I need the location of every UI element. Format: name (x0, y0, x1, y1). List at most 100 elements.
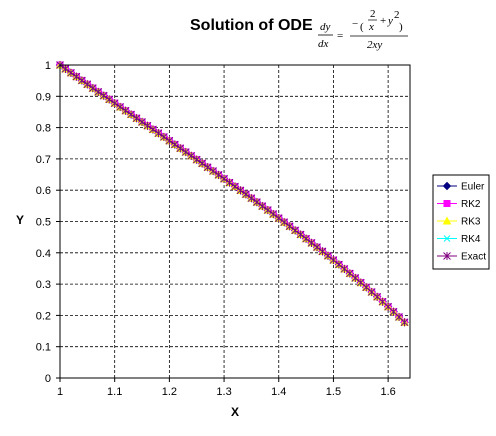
data-point-exact (209, 167, 217, 176)
legend: Euler RK2 RK3 RK4 Exact (432, 174, 490, 270)
equation-equals: = (337, 30, 343, 42)
equation-inner-numerator: 2 (370, 8, 376, 20)
data-point-exact (110, 99, 119, 108)
legend-marker (442, 216, 452, 225)
data-point-exact (318, 247, 327, 256)
data-point-exact (72, 72, 81, 81)
data-point-exact (335, 260, 343, 269)
data-point-exact (231, 182, 239, 191)
equation-exponent: 2 (394, 9, 400, 21)
y-tick-label: 0.8 (36, 123, 51, 135)
data-point-exact (160, 132, 168, 141)
legend-marker (442, 181, 452, 191)
data-point-exact (165, 136, 174, 145)
data-point-exact (121, 106, 130, 115)
legend-label: Euler (461, 182, 485, 193)
data-point-exact (149, 125, 157, 134)
data-point-exact (236, 186, 245, 195)
data-point-exact (247, 194, 256, 203)
equation-plus: + (380, 15, 386, 27)
series-layer (55, 60, 409, 327)
data-point-exact (345, 269, 354, 278)
equation-lhs-numerator: dy (320, 21, 331, 33)
equation-y: y (387, 15, 393, 27)
y-tick-label: 0.6 (36, 185, 51, 197)
data-point-exact (127, 110, 135, 119)
data-point-exact (225, 178, 234, 187)
x-tick-label: 1.1 (107, 386, 122, 398)
x-tick-label: 1.4 (271, 386, 286, 398)
y-tick-label: 0.9 (36, 91, 51, 103)
data-point-exact (176, 144, 185, 153)
data-point-exact (61, 64, 70, 73)
x-tick-label: 1 (57, 386, 63, 398)
data-point-exact (340, 264, 349, 273)
legend-label: RK2 (461, 199, 481, 210)
x-tick-labels: 1 1.1 1.2 1.3 1.4 1.5 1.6 (57, 386, 396, 398)
x-tick-label: 1.5 (326, 386, 341, 398)
equation-minus: − (352, 18, 358, 30)
y-tick-label: 0.7 (36, 154, 51, 166)
data-point-exact (198, 159, 207, 168)
data-point-exact (313, 243, 321, 252)
data-point-exact (67, 68, 75, 77)
x-tick-label: 1.2 (162, 386, 177, 398)
legend-marker (443, 235, 451, 242)
data-point-exact (274, 214, 283, 223)
data-point-exact (132, 114, 141, 123)
equation-lhs-denominator: dx (318, 38, 329, 50)
legend-label: RK3 (461, 217, 481, 228)
y-tick-label: 1 (45, 60, 51, 72)
data-point-exact (307, 238, 316, 247)
legend-label: Exact (461, 252, 486, 263)
data-point-exact (138, 117, 146, 126)
data-point-exact (280, 218, 289, 227)
data-point-exact (170, 140, 179, 149)
legend-entry-euler: Euler (437, 182, 485, 193)
data-point-exact (203, 163, 212, 172)
plot-border (59, 64, 411, 379)
equation-inner-denominator: x (368, 21, 374, 33)
y-tick-label: 0.1 (36, 342, 51, 354)
legend-entry-rk4: RK4 (437, 234, 481, 245)
data-point-exact (258, 202, 267, 211)
legend-box (432, 174, 490, 270)
data-point-exact (302, 234, 310, 243)
series-exact (56, 61, 409, 327)
equation-right-paren: ) (399, 21, 403, 33)
data-point-exact (192, 155, 201, 164)
data-point-exact (362, 283, 371, 292)
data-point-exact (88, 84, 97, 93)
equation-rhs-denominator: 2xy (367, 39, 382, 51)
y-tick-label: 0.5 (36, 217, 51, 229)
data-point-exact (291, 226, 300, 235)
data-point-exact (83, 80, 92, 89)
data-point-exact (78, 76, 86, 85)
legend-label: RK4 (461, 234, 481, 245)
y-tick-labels: 0 0.1 0.2 0.3 0.4 0.5 0.6 0.7 0.8 0.9 1 (36, 60, 51, 385)
grid-lines (56, 64, 410, 382)
data-point-exact (400, 318, 409, 327)
data-point-exact (154, 129, 163, 138)
y-tick-label: 0.2 (36, 310, 51, 322)
data-point-exact (263, 206, 272, 215)
data-point-exact (187, 151, 196, 160)
data-point-exact (181, 148, 190, 157)
legend-entry-rk2: RK2 (437, 199, 481, 210)
equation-left-paren: ( (360, 21, 364, 33)
data-point-exact (356, 278, 365, 287)
data-point-exact (220, 174, 228, 183)
data-point-exact (99, 91, 108, 100)
x-tick-label: 1.3 (216, 386, 231, 398)
ode-equation: dy dx = − ( 2 x + y 2 ) 2xy (318, 8, 408, 51)
legend-entry-exact: Exact (437, 252, 486, 263)
data-point-exact (329, 256, 338, 265)
x-tick-label: 1.6 (380, 386, 395, 398)
data-point-exact (94, 87, 103, 96)
data-point-exact (285, 222, 294, 231)
legend-marker (443, 200, 451, 207)
data-point-exact (351, 273, 360, 282)
data-point-exact (143, 121, 152, 130)
data-point-exact (214, 170, 223, 179)
